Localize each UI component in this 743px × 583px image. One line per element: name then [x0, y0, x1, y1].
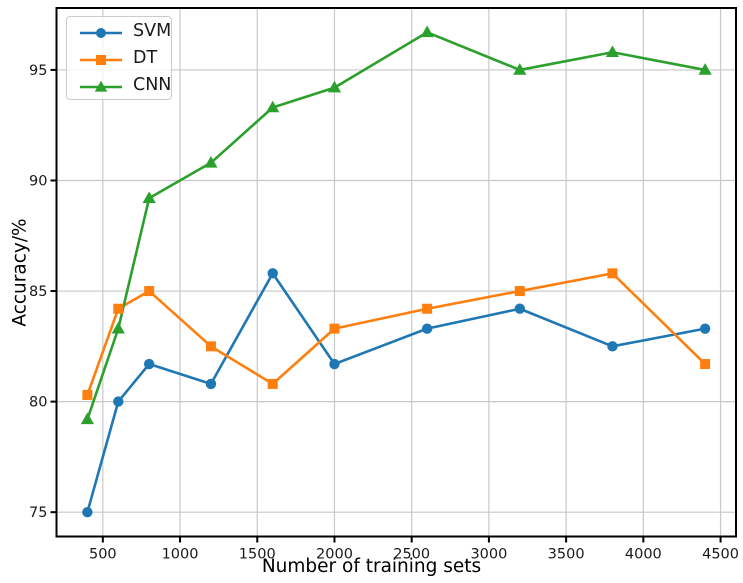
x-tick-label-4000: 4000 — [625, 547, 662, 563]
y-tick-label-80: 80 — [29, 395, 47, 411]
x-tick-label-1500: 1500 — [239, 547, 276, 563]
data-point-svm-2000 — [329, 358, 340, 370]
x-tick-label-4500: 4500 — [702, 547, 739, 563]
data-point-svm-3200 — [514, 303, 525, 314]
legend-item-svm: SVM — [67, 19, 171, 46]
data-point-dt-4400 — [700, 359, 711, 370]
x-tick-label-3500: 3500 — [548, 547, 585, 563]
y-axis-label: Accuracy/% — [9, 218, 31, 327]
data-point-svm-1200 — [205, 378, 217, 390]
legend-item-dt: DT — [67, 46, 171, 73]
data-point-dt-400 — [82, 389, 93, 400]
legend-label-dt: DT — [133, 48, 158, 69]
series-line-svm — [86, 272, 706, 513]
data-point-svm-400 — [82, 506, 93, 518]
data-point-dt-2600 — [422, 303, 433, 314]
data-point-dt-3800 — [607, 268, 618, 279]
x-tick-label-2500: 2500 — [393, 547, 430, 563]
data-point-svm-800 — [143, 358, 155, 370]
legend-swatch-svm — [80, 27, 122, 38]
data-point-dt-1600 — [267, 378, 278, 389]
y-tick-label-95: 95 — [29, 63, 47, 79]
data-point-dt-800 — [144, 286, 155, 297]
x-tick-label-1000: 1000 — [162, 547, 199, 563]
data-point-svm-2600 — [421, 323, 433, 334]
axes-frame — [55, 7, 737, 538]
x-tick-label-2000: 2000 — [316, 547, 353, 563]
data-point-svm-4400 — [699, 323, 711, 334]
legend-label-cnn: CNN — [133, 75, 172, 96]
data-point-dt-3200 — [514, 286, 525, 297]
data-point-svm-600 — [113, 396, 124, 407]
x-tick-label-500: 500 — [89, 547, 117, 563]
data-point-cnn-1200 — [204, 155, 218, 168]
data-point-cnn-800 — [142, 191, 156, 203]
data-point-cnn-3200 — [513, 63, 527, 75]
data-point-cnn-4400 — [698, 63, 712, 75]
legend-item-cnn: CNN — [67, 74, 171, 101]
data-point-svm-3800 — [607, 341, 618, 352]
y-tick-label-90: 90 — [29, 173, 47, 189]
data-point-cnn-2600 — [420, 25, 434, 38]
data-point-cnn-600 — [111, 321, 125, 334]
legend: SVM DT CNN — [66, 16, 172, 100]
data-point-cnn-400 — [80, 412, 94, 425]
data-point-cnn-3800 — [605, 45, 620, 58]
data-point-cnn-1600 — [266, 100, 280, 113]
legend-swatch-cnn — [80, 81, 122, 92]
data-point-dt-600 — [113, 303, 124, 314]
legend-swatch-dt — [80, 54, 122, 65]
data-point-dt-2000 — [329, 323, 340, 334]
series-line-cnn — [86, 31, 706, 420]
y-tick-label-75: 75 — [29, 505, 47, 521]
data-point-svm-1600 — [267, 268, 278, 279]
x-tick-label-3000: 3000 — [470, 547, 507, 563]
data-point-dt-1200 — [205, 341, 216, 352]
data-point-cnn-2000 — [327, 80, 342, 93]
series-line-dt — [86, 272, 707, 396]
legend-label-svm: SVM — [133, 20, 172, 41]
x-axis-label: Number of training sets — [261, 556, 482, 577]
y-tick-label-85: 85 — [29, 284, 47, 300]
